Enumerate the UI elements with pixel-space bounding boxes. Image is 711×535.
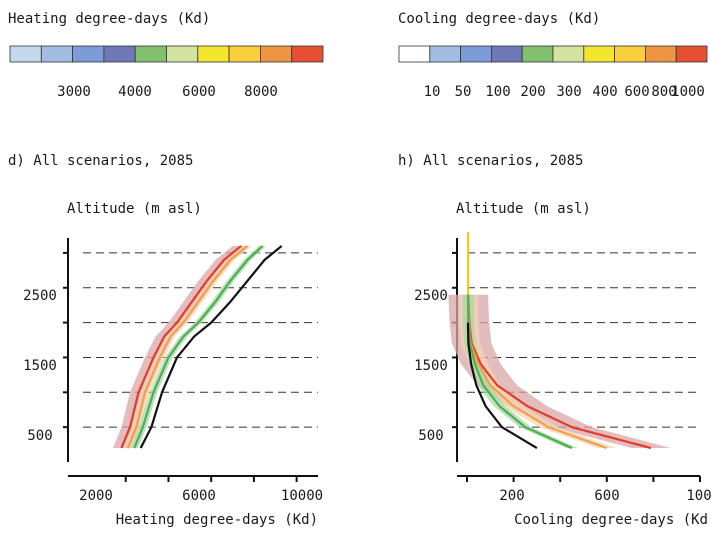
plot-area	[63, 238, 318, 482]
x-tick-label: 100	[686, 488, 711, 504]
legend-heating-tick: 6000	[182, 84, 216, 100]
legend-cooling-title: Cooling degree-days (Kd)	[398, 11, 600, 27]
series-line	[133, 245, 264, 449]
legend-cooling-tick: 400	[592, 84, 617, 100]
series-line	[120, 245, 242, 449]
y-tick-label: 2500	[23, 288, 57, 304]
series-band	[462, 294, 578, 449]
colorbar-swatch	[552, 45, 585, 63]
colorbar-swatch	[103, 45, 136, 63]
x-tick-label: 2000	[79, 488, 113, 504]
series-band	[112, 245, 250, 449]
colorbar-swatch	[197, 45, 230, 63]
colorbar-swatch	[9, 45, 42, 63]
y-tick-label: 500	[27, 428, 52, 444]
legend-cooling-colorbar	[398, 45, 708, 63]
series-band	[458, 294, 617, 449]
x-tick-label: 10000	[281, 488, 323, 504]
legend-cooling-tick: 600	[624, 84, 649, 100]
colorbar-swatch	[614, 45, 646, 63]
colorbar-swatch	[134, 45, 167, 63]
legend-heating-title: Heating degree-days (Kd)	[8, 11, 210, 27]
legend-heating-colorbar	[9, 45, 324, 63]
colorbar-swatch	[166, 45, 199, 63]
x-axis-label: Heating degree-days (Kd)	[116, 512, 318, 528]
series-band	[130, 245, 267, 449]
colorbar-swatch	[460, 45, 492, 63]
colorbar-swatch	[72, 45, 105, 63]
colorbar-swatch	[429, 45, 461, 63]
colorbar-swatch	[259, 45, 293, 63]
legend-cooling-tick: 100	[485, 84, 510, 100]
colorbar-swatch	[40, 45, 73, 63]
colorbar-swatch	[521, 45, 554, 63]
panel-title: h) All scenarios, 2085	[398, 153, 583, 169]
series-line	[466, 322, 538, 450]
y-tick-label: 2500	[414, 288, 448, 304]
plot-area	[448, 232, 701, 482]
colorbar-swatch	[645, 45, 677, 63]
colorbar-swatch	[398, 45, 431, 63]
y-tick-label: 500	[418, 428, 443, 444]
x-axis-label: Cooling degree-days (Kd	[514, 512, 708, 528]
y-axis-label: Altitude (m asl)	[456, 201, 591, 217]
series-line	[139, 245, 283, 449]
y-axis-label: Altitude (m asl)	[67, 201, 202, 217]
legend-cooling-tick: 1000	[671, 84, 705, 100]
panel-title: d) All scenarios, 2085	[8, 153, 193, 169]
legend-cooling-tick: 10	[424, 84, 441, 100]
panel-cooling: h) All scenarios, 2085 Altitude (m asl) …	[398, 153, 711, 528]
legend-cooling-tick: 300	[556, 84, 581, 100]
colorbar-swatch	[291, 45, 324, 63]
panel-heating: d) All scenarios, 2085 Altitude (m asl) …	[8, 153, 323, 528]
legend-heating-ticks: 3000 4000 6000 8000	[57, 84, 278, 100]
y-tick-label: 1500	[23, 358, 57, 374]
series-line	[126, 245, 249, 449]
x-tick-label: 6000	[182, 488, 216, 504]
legend-cooling-tick: 200	[520, 84, 545, 100]
legend-heating-tick: 8000	[244, 84, 278, 100]
colorbar-swatch	[490, 45, 523, 63]
legend-cooling-tick: 800	[651, 84, 676, 100]
colorbar-swatch	[583, 45, 615, 63]
legend-heating-tick: 3000	[57, 84, 91, 100]
legend-cooling-ticks: 10 50 100 200 300 400 600 800 1000	[424, 84, 705, 100]
legend-cooling-tick: 50	[455, 84, 472, 100]
colorbar-swatch	[675, 45, 708, 63]
x-tick-label: 200	[499, 488, 524, 504]
legend-heating-tick: 4000	[118, 84, 152, 100]
colorbar-swatch	[228, 45, 261, 63]
x-tick-label: 600	[594, 488, 619, 504]
y-tick-label: 1500	[414, 358, 448, 374]
